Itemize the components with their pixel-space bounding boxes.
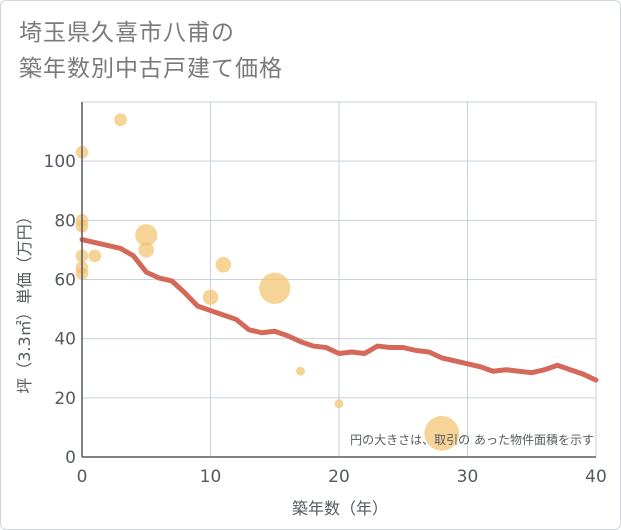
bubble-size-note: 円の大きさは、取引の あった物件面積を示す (350, 432, 594, 447)
data-bubble (88, 249, 102, 263)
y-tick-label: 0 (65, 448, 76, 468)
x-tick-label: 20 (328, 467, 350, 487)
y-tick-label: 60 (54, 271, 76, 291)
chart-title-line-2: 築年数別中古戸建て価格 (19, 56, 283, 82)
x-tick-label: 40 (585, 467, 607, 487)
data-bubble (215, 256, 232, 273)
x-tick-label: 10 (200, 467, 222, 487)
trend-line-layer (79, 237, 599, 383)
data-bubble (295, 366, 305, 376)
y-tick-label: 80 (54, 211, 76, 231)
x-tick-label: 0 (77, 467, 88, 487)
y-tick-label: 40 (54, 330, 76, 350)
chart-title: 埼玉県久喜市八甫の 築年数別中古戸建て価格 (19, 15, 283, 87)
data-bubble (334, 399, 344, 409)
y-tick-label: 100 (44, 152, 76, 172)
data-bubble (424, 415, 460, 451)
data-bubble (259, 272, 291, 304)
data-bubble (114, 113, 127, 127)
data-bubble (135, 224, 158, 247)
y-tick-label: 20 (54, 389, 76, 409)
data-bubble (202, 289, 219, 306)
x-axis-title: 築年数（年） (292, 499, 388, 518)
bubble-layer (75, 113, 460, 451)
trend-line (79, 237, 599, 383)
axis-layer: 0 20 40 60 80 100 0 10 20 30 40 (44, 102, 607, 487)
data-bubble (138, 242, 155, 258)
y-axis-title: 坪（3.3㎡）単価（万円） (15, 208, 34, 393)
x-tick-label: 30 (457, 467, 479, 487)
chart-title-line-1: 埼玉県久喜市八甫の (19, 20, 235, 46)
